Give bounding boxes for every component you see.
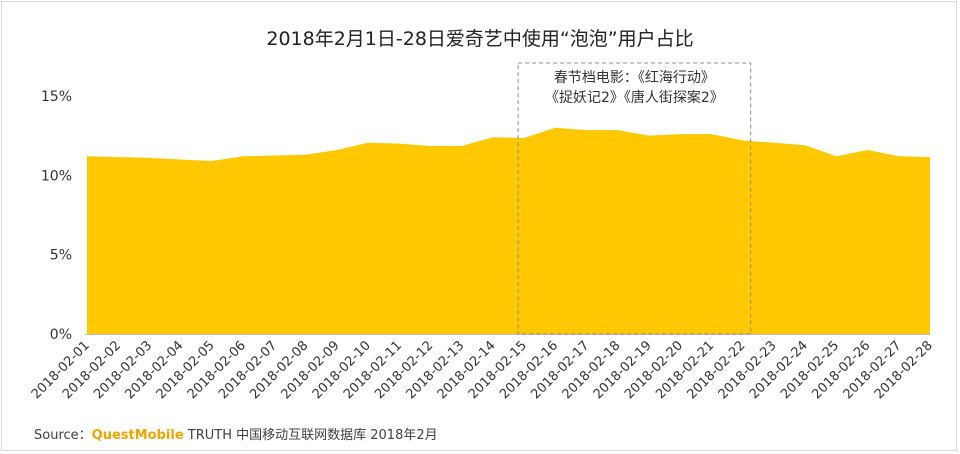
y-tick-label: 10% <box>41 168 72 184</box>
source-label: Source： <box>34 428 92 443</box>
chart-title: 2018年2月1日-28日爱奇艺中使用“泡泡”用户占比 <box>266 28 694 50</box>
y-tick-label: 5% <box>50 248 72 264</box>
y-tick-label: 0% <box>50 327 72 343</box>
annotation-box <box>517 62 752 335</box>
source-brand: QuestMobile <box>91 428 184 443</box>
annotation-text-line: 《捉妖记2》《唐人街探案2》 <box>545 89 724 106</box>
annotation-text-line: 春节档电影：《红海行动》 <box>554 70 715 86</box>
source-text: TRUTH 中国移动互联网数据库 2018年2月 <box>187 428 438 443</box>
source-line: Source：QuestMobile TRUTH 中国移动互联网数据库 2018… <box>34 424 438 443</box>
y-tick-label: 15% <box>41 89 72 105</box>
area-series <box>87 127 930 334</box>
